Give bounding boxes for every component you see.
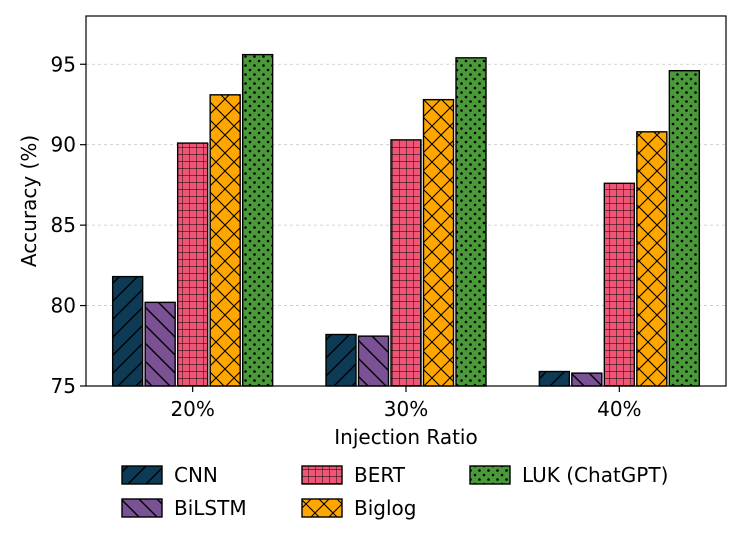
legend-swatch-hatch (301, 498, 343, 518)
y-tick-label: 95 (51, 52, 76, 76)
bar-luk-chatgpt-20pct (241, 53, 274, 387)
bar-hatch (603, 182, 636, 387)
legend-swatch-hatch (469, 465, 511, 485)
legend-swatch-hatch (121, 465, 163, 485)
bar-hatch (111, 275, 144, 387)
x-tick-label: 20% (170, 397, 214, 421)
bar-hatch (144, 301, 176, 387)
bar-hatch (325, 333, 357, 387)
legend-label: BiLSTM (174, 496, 247, 520)
legend-item: BERT (301, 463, 406, 487)
legend-item: LUK (ChatGPT) (469, 463, 668, 487)
bar-hatch (209, 94, 241, 387)
y-axis: 75 80 85 90 95 (51, 52, 86, 398)
bar-bert-30pct (390, 139, 422, 387)
bar-hatch (422, 98, 455, 387)
bar-cnn-20pct (111, 275, 144, 387)
y-tick-label: 85 (51, 213, 76, 237)
legend-swatch-hatch (301, 465, 343, 485)
bar-hatch (636, 131, 668, 387)
legend-item: BiLSTM (121, 496, 247, 520)
legend-item: Biglog (301, 496, 416, 520)
legend-item: CNN (121, 463, 218, 487)
x-axis: 20% 30% 40% (170, 386, 642, 421)
y-axis-title: Accuracy (%) (17, 135, 41, 267)
y-tick-label: 90 (51, 133, 76, 157)
bar-bert-20pct (176, 142, 209, 387)
bars (111, 53, 701, 387)
y-tick-label: 80 (51, 294, 76, 318)
legend: CNN BiLSTM BERT Biglog LUK (ChatGPT) (121, 463, 668, 520)
legend-label: BERT (354, 463, 406, 487)
bar-hatch (357, 335, 390, 387)
bar-hatch (390, 139, 422, 387)
bar-hatch (176, 142, 209, 387)
bar-biglog-20pct (209, 94, 241, 387)
bar-luk-chatgpt-30pct (455, 57, 487, 387)
bar-biglog-40pct (636, 131, 668, 387)
bar-bilstm-40pct (571, 372, 603, 387)
x-tick-label: 40% (597, 397, 641, 421)
bar-hatch (538, 370, 571, 387)
x-axis-title: Injection Ratio (334, 425, 477, 449)
bar-bert-40pct (603, 182, 636, 387)
bar-hatch (241, 53, 274, 387)
bar-luk-chatgpt-40pct (668, 69, 701, 387)
x-tick-label: 30% (384, 397, 428, 421)
bar-cnn-30pct (325, 333, 357, 387)
legend-label: LUK (ChatGPT) (522, 463, 668, 487)
y-tick-label: 75 (51, 374, 76, 398)
bar-hatch (455, 57, 487, 387)
bar-bilstm-20pct (144, 301, 176, 387)
bar-cnn-40pct (538, 370, 571, 387)
legend-label: Biglog (354, 496, 416, 520)
legend-swatch-hatch (121, 498, 163, 518)
bar-hatch (571, 372, 603, 387)
legend-label: CNN (174, 463, 218, 487)
bar-bilstm-30pct (357, 335, 390, 387)
bar-hatch (668, 69, 701, 387)
bar-biglog-30pct (422, 98, 455, 387)
